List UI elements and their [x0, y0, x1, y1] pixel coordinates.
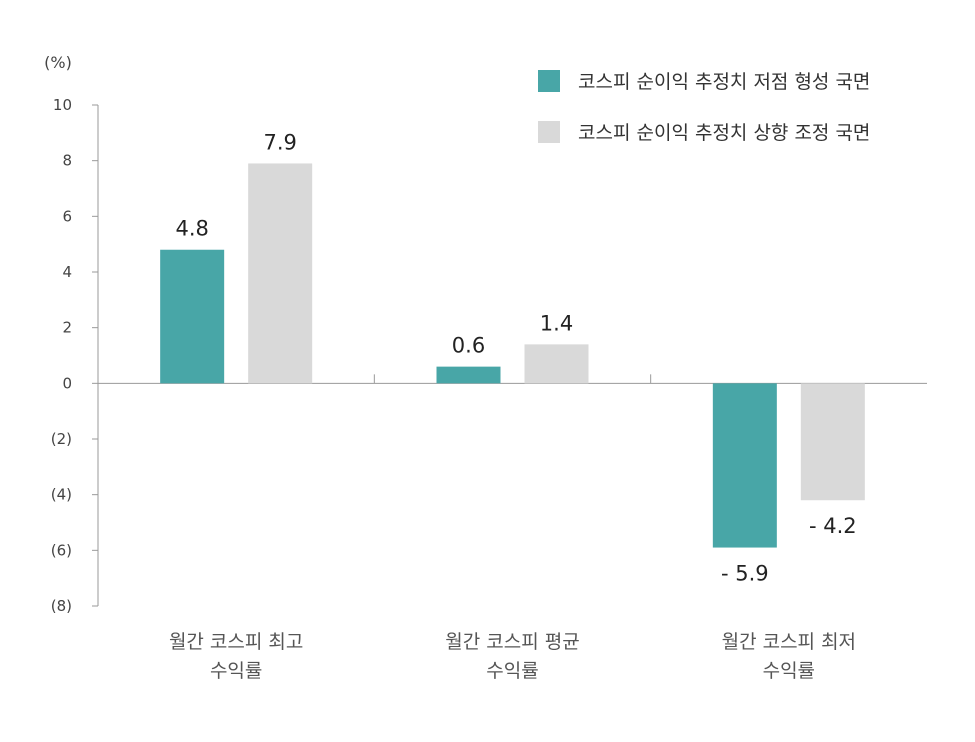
data-labels: 4.8 7.9 0.6 1.4 - 5.9 - 4.2 [175, 130, 856, 585]
y-tick-label: 8 [62, 152, 72, 170]
legend-swatch [538, 121, 560, 143]
axes: 10 8 6 4 2 0 (2) (4) (6) (8) [51, 96, 927, 615]
legend-label: 코스피 순이익 추정치 저점 형성 국면 [578, 71, 870, 93]
data-label: - 4.2 [809, 514, 857, 538]
y-tick-label: (2) [51, 430, 72, 448]
category-label: 월간 코스피 평균 [445, 631, 579, 653]
data-label: 4.8 [175, 217, 208, 241]
bar [712, 383, 777, 548]
y-axis-unit-label: (%) [44, 53, 72, 72]
bar [800, 383, 865, 501]
y-tick-label: (4) [51, 486, 72, 504]
bar [248, 163, 313, 384]
category-label: 월간 코스피 최저 [722, 631, 856, 653]
bar [524, 344, 589, 384]
y-tick-label: 0 [62, 374, 72, 392]
data-label: 0.6 [452, 334, 485, 358]
data-label: 1.4 [540, 311, 573, 335]
data-label: - 5.9 [721, 562, 769, 586]
bars [160, 163, 865, 548]
category-label: 월간 코스피 최고 [169, 631, 303, 653]
y-tick-label: 2 [62, 319, 72, 337]
y-tick-label: (8) [51, 597, 72, 615]
y-tick-label: (6) [51, 541, 72, 559]
y-tick-label: 10 [53, 96, 72, 114]
y-tick-label: 6 [62, 207, 72, 225]
bar [160, 249, 225, 384]
category-label: 수익률 [486, 660, 538, 682]
category-label: 수익률 [210, 660, 262, 682]
category-label: 수익률 [763, 660, 815, 682]
y-tick-label: 4 [62, 263, 72, 281]
bar [436, 366, 501, 384]
data-label: 7.9 [263, 130, 296, 154]
legend-label: 코스피 순이익 추정치 상향 조정 국면 [578, 122, 870, 144]
legend-swatch [538, 70, 560, 92]
